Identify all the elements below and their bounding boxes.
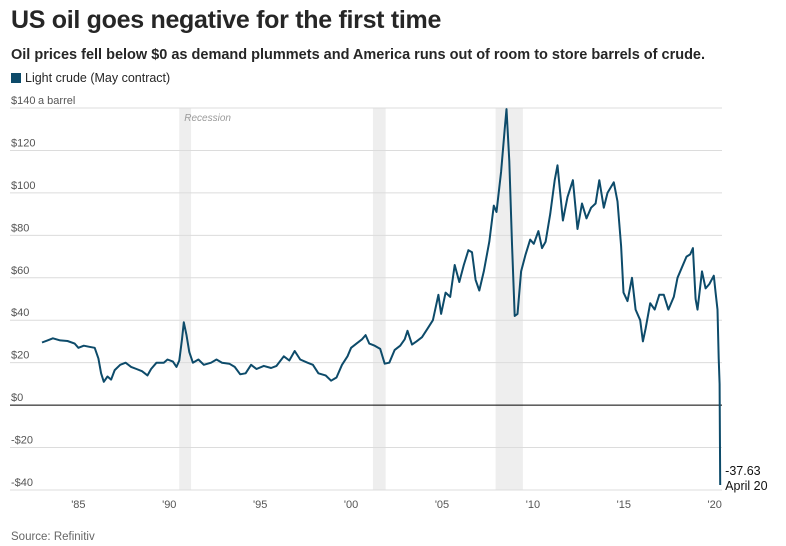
y-tick-label: $20 [11, 350, 29, 362]
x-tick-label: '05 [435, 499, 449, 511]
legend-swatch [11, 73, 21, 83]
chart-subtitle: Oil prices fell below $0 as demand plumm… [11, 47, 706, 63]
y-tick-label: $80 [11, 222, 29, 234]
y-tick-label: -$40 [11, 477, 33, 489]
x-tick-label: '15 [617, 499, 631, 511]
x-tick-label: '95 [253, 499, 267, 511]
series-line [41, 108, 722, 486]
y-tick-label: $60 [11, 265, 29, 277]
annotation-value: -37.63 [725, 464, 760, 478]
x-tick-label: '00 [344, 499, 358, 511]
y-tick-label: -$20 [11, 435, 33, 447]
x-tick-label: '10 [526, 499, 540, 511]
y-tick-label: $120 [11, 137, 35, 149]
legend-label: Light crude (May contract) [25, 71, 171, 85]
y-tick-label: $40 [11, 307, 29, 319]
x-tick-label: '85 [71, 499, 85, 511]
source-note: Source: Refinitiv [11, 531, 95, 543]
y-tick-label: $140 [11, 95, 35, 107]
recession-label: Recession [184, 113, 231, 124]
x-tick-label: '20 [708, 499, 722, 511]
recession-band [372, 108, 386, 490]
annotation-date: April 20 [725, 479, 767, 493]
x-tick-label: '90 [162, 499, 176, 511]
y-unit-label: a barrel [38, 95, 75, 107]
y-tick-label: $0 [11, 392, 23, 404]
legend: Light crude (May contract) [11, 71, 170, 85]
chart-title: US oil goes negative for the first time [11, 6, 442, 34]
y-tick-label: $100 [11, 180, 35, 192]
recession-band [179, 108, 192, 490]
